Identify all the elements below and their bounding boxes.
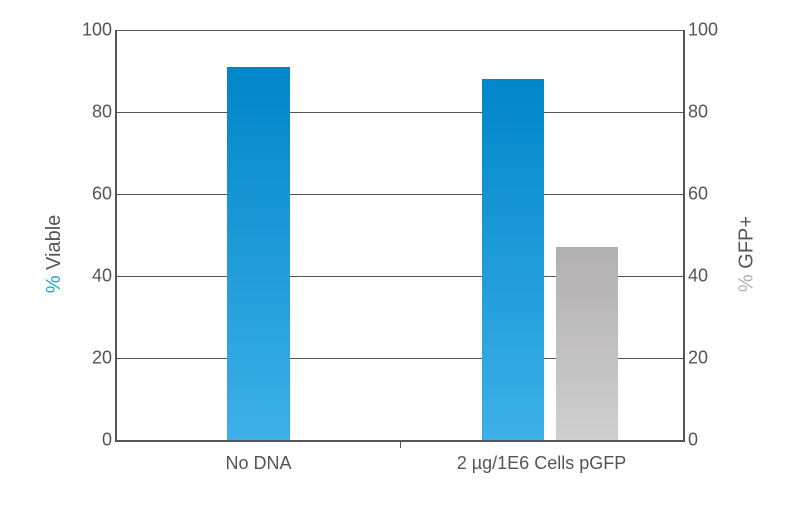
- y-tick-right: 40: [688, 266, 723, 287]
- y-right-text: GFP+: [735, 215, 757, 273]
- bar-viable: [227, 67, 289, 440]
- y-tick-left: 40: [77, 266, 112, 287]
- y-left-text: Viable: [43, 214, 65, 275]
- y-tick-left: 0: [77, 430, 112, 451]
- x-category-label: No DNA: [225, 453, 291, 474]
- gridline: [117, 30, 683, 31]
- bar-viable: [482, 79, 544, 440]
- x-tick-separator: [400, 440, 401, 448]
- plot-area: 002020404060608080100100No DNA2 µg/1E6 C…: [115, 30, 685, 442]
- y-axis-right-label: % GFP+: [735, 215, 758, 291]
- y-tick-right: 60: [688, 184, 723, 205]
- y-right-percent-sign: %: [735, 274, 757, 292]
- y-tick-right: 0: [688, 430, 723, 451]
- y-left-percent-sign: %: [43, 275, 65, 293]
- y-tick-right: 80: [688, 102, 723, 123]
- x-category-label: 2 µg/1E6 Cells pGFP: [457, 453, 626, 474]
- y-tick-left: 20: [77, 348, 112, 369]
- y-axis-left-label: % Viable: [43, 214, 66, 293]
- y-tick-left: 80: [77, 102, 112, 123]
- gridline: [117, 112, 683, 113]
- bar-gfp: [556, 247, 618, 440]
- gridline: [117, 194, 683, 195]
- y-tick-left: 60: [77, 184, 112, 205]
- y-tick-right: 100: [688, 20, 723, 41]
- plot-container: 002020404060608080100100No DNA2 µg/1E6 C…: [115, 30, 685, 442]
- y-tick-left: 100: [77, 20, 112, 41]
- y-tick-right: 20: [688, 348, 723, 369]
- chart-container: % Viable % GFP+ 002020404060608080100100…: [20, 20, 780, 487]
